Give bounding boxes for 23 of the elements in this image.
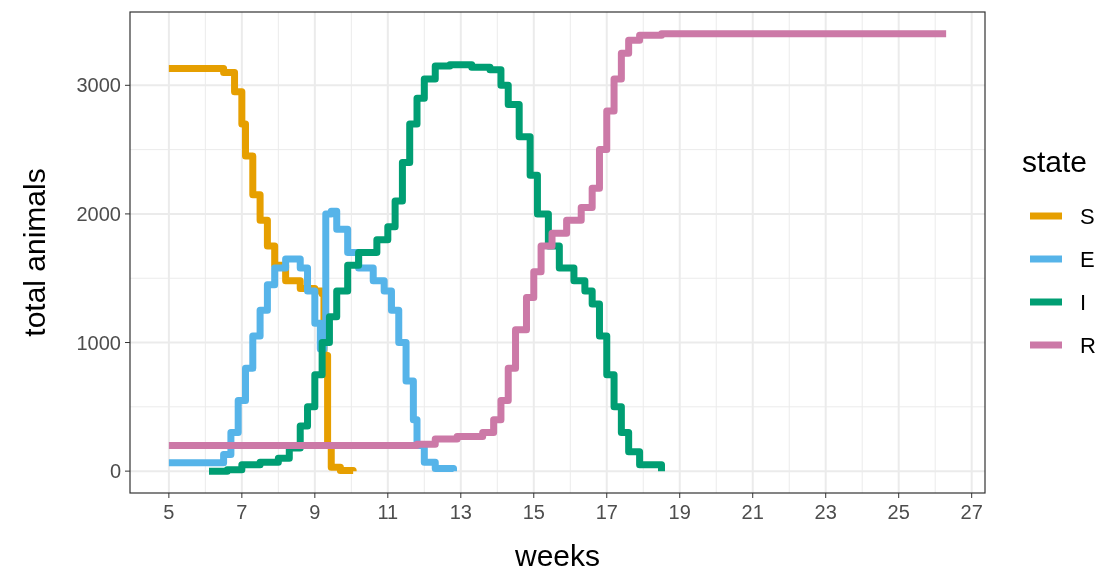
x-tick-label: 23: [814, 501, 837, 523]
y-tick-label: 3000: [76, 74, 121, 97]
x-tick-label: 17: [595, 501, 618, 523]
x-tick-label: 11: [377, 501, 399, 523]
x-tick-label: 7: [236, 501, 248, 523]
y-tick-label: 1000: [76, 331, 121, 354]
x-tick-label: 5: [163, 501, 175, 523]
x-axis-title: weeks: [513, 539, 601, 572]
x-tick-label: 19: [668, 501, 691, 523]
x-tick-label: 9: [309, 501, 321, 523]
legend-label: S: [1080, 204, 1095, 229]
y-tick-label: 0: [109, 460, 121, 483]
y-tick-label: 2000: [76, 202, 121, 225]
x-tick-label: 25: [887, 501, 910, 523]
y-axis-title: total animals: [18, 168, 51, 337]
x-tick-label: 15: [522, 501, 545, 523]
legend-label: R: [1080, 333, 1096, 358]
legend-label: I: [1080, 290, 1087, 315]
x-tick-label: 27: [960, 501, 983, 523]
legend-title: state: [1022, 145, 1088, 178]
x-tick-label: 13: [449, 501, 472, 523]
x-tick-label: 21: [741, 501, 764, 523]
legend-label: E: [1080, 247, 1095, 272]
